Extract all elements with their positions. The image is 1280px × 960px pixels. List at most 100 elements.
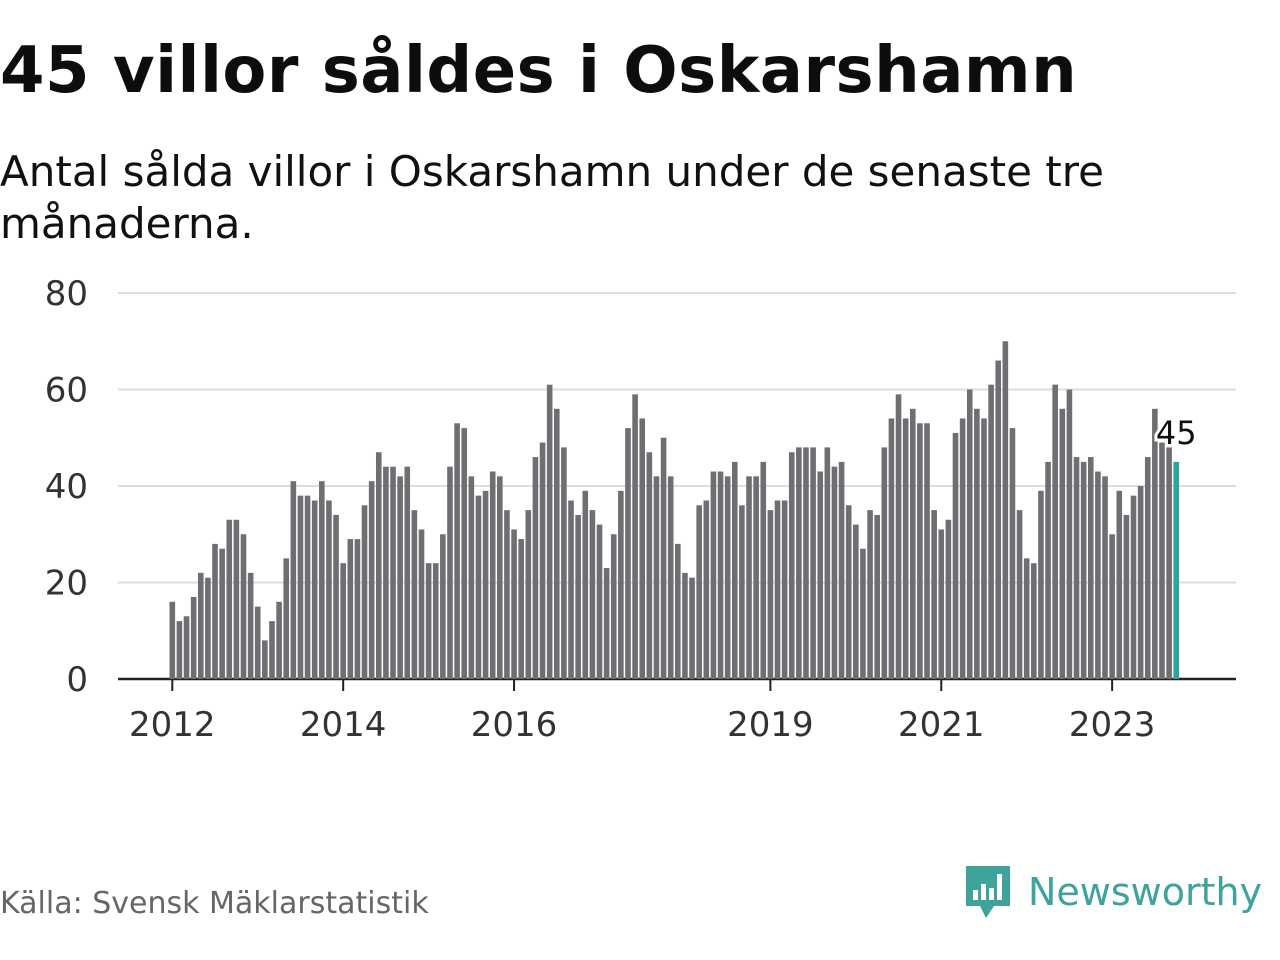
bar	[276, 601, 282, 679]
bar	[810, 447, 816, 679]
bar	[561, 447, 567, 679]
bar	[959, 418, 966, 679]
bar	[425, 563, 432, 679]
bar	[1052, 384, 1058, 679]
bar	[724, 476, 731, 679]
bar	[845, 505, 852, 679]
bar	[917, 423, 923, 679]
bar	[546, 384, 553, 679]
y-tick-label: 40	[45, 467, 88, 507]
bar	[831, 466, 838, 679]
bar	[411, 510, 418, 679]
bar	[881, 447, 888, 679]
bar	[1130, 495, 1137, 679]
bar	[952, 432, 959, 679]
bar	[888, 418, 895, 679]
bar	[1066, 389, 1073, 679]
bar	[753, 476, 759, 679]
bar	[504, 510, 510, 679]
bar	[639, 418, 646, 679]
bar	[1073, 457, 1080, 679]
bar	[696, 505, 702, 679]
bar	[375, 452, 382, 679]
bar	[589, 510, 596, 679]
bar	[304, 495, 311, 679]
y-tick-label: 80	[45, 274, 88, 314]
bar	[1002, 341, 1009, 679]
bar	[432, 563, 439, 679]
bar	[319, 481, 325, 679]
bar	[297, 495, 304, 679]
bar	[247, 572, 254, 679]
bar	[739, 505, 745, 679]
bar	[803, 447, 809, 679]
brand-name: Newsworthy	[1028, 870, 1263, 914]
bar	[931, 510, 937, 679]
bar	[632, 394, 638, 679]
bar	[1166, 447, 1172, 679]
brand-logo[interactable]: Newsworthy	[962, 862, 1262, 922]
bar	[1152, 408, 1158, 679]
bar	[390, 466, 396, 679]
bar	[1123, 514, 1130, 679]
bar	[269, 621, 275, 679]
bar	[418, 529, 425, 679]
bar	[283, 558, 290, 679]
bar	[489, 471, 496, 679]
bar	[383, 466, 389, 679]
bar	[667, 476, 674, 679]
newsworthy-logo-icon	[966, 866, 1010, 918]
bar	[817, 471, 824, 679]
y-tick-label: 0	[66, 660, 88, 700]
bar	[326, 500, 332, 679]
bar	[553, 408, 560, 679]
bar	[824, 447, 831, 679]
bar	[397, 476, 403, 679]
bar	[731, 461, 738, 679]
bar	[1023, 558, 1030, 679]
bar	[340, 563, 346, 679]
x-tick-label: 2023	[1069, 705, 1156, 745]
bar	[1159, 442, 1165, 679]
bar	[1038, 490, 1044, 679]
bar	[625, 428, 631, 679]
x-tick-label: 2014	[300, 705, 387, 745]
bar	[475, 495, 482, 679]
chart-subtitle: Antal sålda villor i Oskarshamn under de…	[0, 147, 1104, 248]
bar	[924, 423, 930, 679]
bar	[1009, 428, 1016, 679]
bar	[254, 606, 261, 679]
bar	[354, 539, 361, 679]
highlight-value-label: 45	[1156, 414, 1197, 452]
bar	[1095, 471, 1101, 679]
bar	[582, 490, 589, 679]
x-tick-label: 2012	[129, 705, 216, 745]
y-tick-label: 60	[45, 371, 88, 411]
bar	[539, 442, 546, 679]
bar	[603, 568, 610, 679]
bar	[1102, 476, 1108, 679]
bar	[290, 481, 297, 679]
bar	[454, 423, 460, 679]
bar	[703, 500, 710, 679]
bar	[1080, 461, 1087, 679]
bar	[1059, 408, 1066, 679]
bar	[974, 408, 980, 679]
annotations: 45	[1153, 411, 1200, 455]
bar	[1137, 486, 1144, 679]
bar	[618, 490, 624, 679]
bar	[333, 514, 339, 679]
bar	[682, 572, 688, 679]
bar	[468, 476, 475, 679]
bar	[347, 539, 354, 679]
bar	[966, 389, 973, 679]
bar	[461, 428, 468, 679]
bar	[1087, 457, 1094, 679]
bar	[447, 466, 453, 679]
bar	[995, 360, 1002, 679]
bar	[482, 490, 489, 679]
bar-highlight	[1173, 461, 1180, 679]
source-note: Källa: Svensk Mäklarstatistik	[0, 886, 429, 921]
bar	[1144, 457, 1151, 679]
bar	[874, 514, 880, 679]
